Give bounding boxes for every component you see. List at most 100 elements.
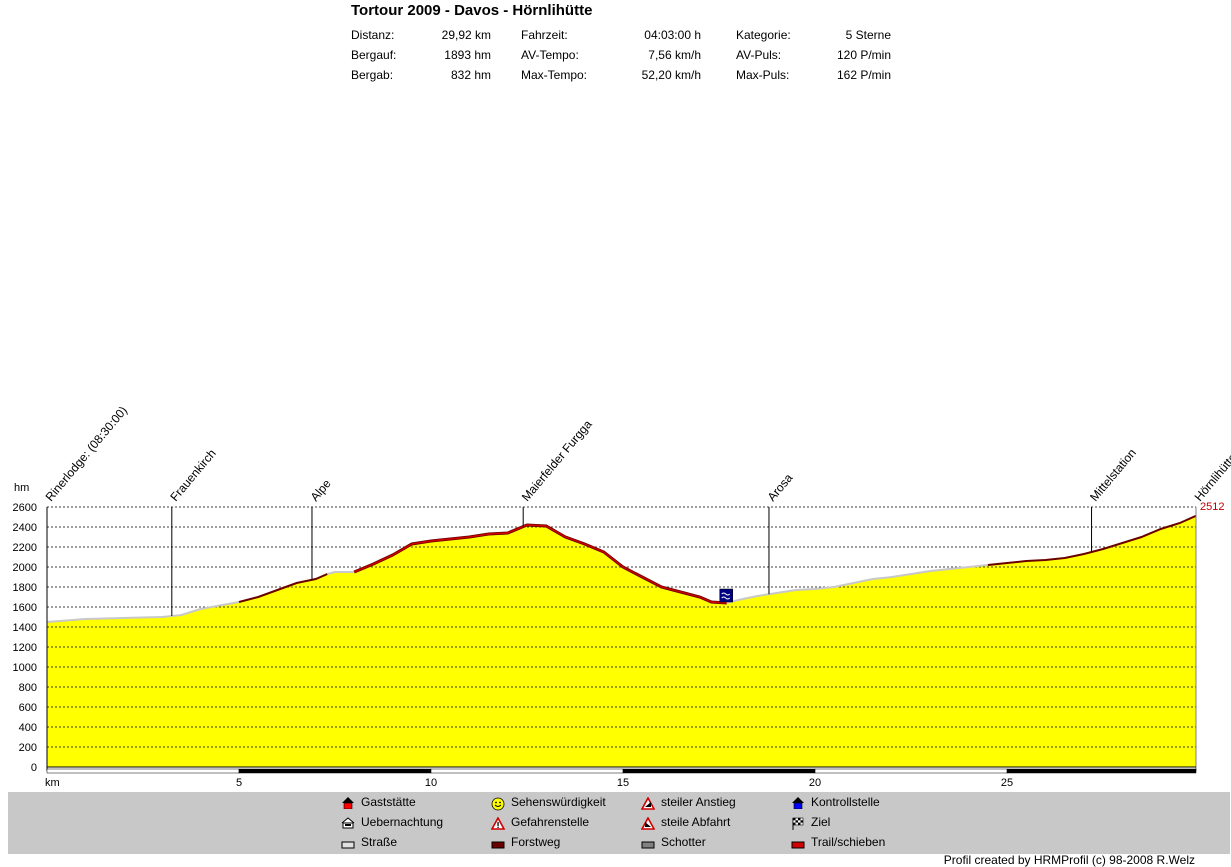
- x-tick-label: 25: [1001, 777, 1013, 789]
- legend-item: steile Abfahrt: [640, 814, 731, 830]
- waypoint-label: Frauenkirch: [167, 446, 218, 504]
- stat-value: 1893 hm: [444, 48, 491, 62]
- checkpoint-wave: [721, 592, 731, 600]
- profile-line-segment: [46, 601, 240, 623]
- legend-item: Schotter: [641, 834, 706, 850]
- stat-label: Distanz:: [351, 28, 395, 42]
- stat-label: Max-Puls:: [736, 68, 790, 82]
- y-tick-label: 1800: [13, 582, 37, 594]
- legend-item: Kontrollstelle: [791, 794, 880, 810]
- legend-item: Sehenswürdigkeit: [491, 794, 606, 811]
- legend-item: steiler Anstieg: [640, 794, 736, 810]
- legend-label: Straße: [361, 835, 398, 849]
- x-tick-label: 20: [809, 777, 821, 789]
- stat-value: 52,20 km/h: [641, 68, 701, 82]
- y-tick-label: 1400: [13, 622, 37, 634]
- legend-label: Schotter: [661, 835, 706, 849]
- stat-label: Bergab:: [351, 68, 394, 82]
- elevation-chart: 0 200 400 600 800 1000 1200 1400 1600 1800 2000 220…: [13, 403, 1231, 789]
- y-axis-label: hm: [14, 482, 29, 494]
- y-tick-label: 2600: [13, 502, 37, 514]
- stat-value: 7,56 km/h: [648, 48, 701, 62]
- stat-label: AV-Puls:: [736, 48, 782, 62]
- legend-item: Trail/schieben: [791, 834, 885, 850]
- km-scale-band: [46, 768, 240, 774]
- stat-value: 29,92 km: [441, 28, 491, 42]
- legend-item: Straße: [341, 834, 397, 850]
- profile-line-segment: [238, 573, 328, 603]
- legend-label: Forstweg: [511, 835, 561, 849]
- y-tick-label: 800: [19, 682, 37, 694]
- x-tick-label: 5: [236, 777, 242, 789]
- waypoint-label: Hörnlihütte: [1192, 450, 1231, 504]
- steep-climb-icon: [640, 796, 656, 810]
- house-red-icon: [341, 796, 355, 810]
- profile-line-segment: [353, 524, 727, 604]
- y-tick-label: 200: [19, 742, 37, 754]
- stat-label: Kategorie:: [736, 28, 791, 42]
- km-scale-band: [622, 768, 816, 774]
- finish-flag-icon: [791, 817, 805, 830]
- km-scale-band: [814, 768, 1008, 774]
- legend-label: Ziel: [811, 815, 831, 829]
- x-axis-label: km: [45, 777, 60, 789]
- warning-icon: [490, 816, 506, 830]
- y-tick-label: 2000: [13, 562, 37, 574]
- y-tick-label: 2400: [13, 522, 37, 534]
- y-tick-label: 1600: [13, 602, 37, 614]
- waypoint-label: Maierfelder Furgga: [519, 417, 595, 504]
- y-tick-label: 600: [19, 702, 37, 714]
- stat-value: 832 hm: [450, 68, 491, 82]
- legend-label: steiler Anstieg: [661, 795, 736, 809]
- legend-item: Gefahrenstelle: [490, 814, 590, 830]
- legend-label: Uebernachtung: [361, 815, 444, 829]
- profile-line-segment: [327, 571, 355, 575]
- page-title: Tortour 2009 - Davos - Hörnlihütte: [351, 2, 593, 19]
- waypoint-label: Arosa: [765, 471, 796, 504]
- x-tick-label: 10: [425, 777, 437, 789]
- stat-label: Bergauf:: [351, 48, 397, 62]
- legend-label: Trail/schieben: [811, 835, 886, 849]
- waypoint-label: Rinerlodge: (08:30:00): [43, 403, 130, 503]
- profile-line-segment: [726, 564, 989, 604]
- y-tick-label: 1200: [13, 642, 37, 654]
- legend-label: Kontrollstelle: [811, 795, 880, 809]
- legend: Gaststätte Uebernachtung Straße Sehenswürdi…: [8, 792, 1230, 854]
- stat-value: 5 Sterne: [845, 28, 891, 42]
- smiley-icon: [491, 797, 505, 811]
- forest-road-icon: [491, 837, 505, 849]
- km-scale-band: [1006, 768, 1197, 774]
- y-tick-label: 1000: [13, 662, 37, 674]
- legend-label: Gaststätte: [361, 795, 416, 809]
- steep-descent-icon: [640, 816, 656, 830]
- km-scale-band: [238, 768, 432, 774]
- legend-item: Forstweg: [491, 834, 560, 850]
- stat-value: 04:03:00 h: [644, 28, 701, 42]
- legend-item: Uebernachtung: [341, 814, 443, 830]
- elevation-area: [47, 515, 1196, 767]
- legend-item: Ziel: [791, 814, 830, 830]
- legend-label: Sehenswürdigkeit: [511, 795, 606, 809]
- profile-line-segment: [987, 514, 1197, 566]
- stat-label: Fahrzeit:: [521, 28, 568, 42]
- legend-label: steile Abfahrt: [661, 815, 731, 829]
- waypoint-label: Alpe: [308, 476, 334, 504]
- stat-value: 120 P/min: [836, 48, 891, 62]
- legend-label: Gefahrenstelle: [511, 815, 590, 829]
- checkpoint-marker-icon: [719, 588, 733, 603]
- bed-icon: [341, 817, 355, 829]
- x-tick-label: 15: [617, 777, 629, 789]
- credit-text: Profil created by HRMProfil (c) 98-2008 …: [943, 853, 1195, 867]
- km-scale-band: [430, 768, 624, 774]
- legend-item: Gaststätte: [341, 794, 416, 810]
- checkpoint-icon: [791, 796, 805, 810]
- waypoint-label: Mittelstation: [1087, 446, 1139, 504]
- gravel-icon: [641, 837, 655, 849]
- y-tick-label: 400: [19, 722, 37, 734]
- max-elevation-label: 2512: [1200, 501, 1224, 513]
- stat-value: 162 P/min: [836, 68, 891, 82]
- road-icon: [341, 837, 355, 849]
- stat-label: AV-Tempo:: [521, 48, 579, 62]
- trail-icon: [791, 837, 805, 849]
- y-tick-label: 0: [31, 762, 37, 774]
